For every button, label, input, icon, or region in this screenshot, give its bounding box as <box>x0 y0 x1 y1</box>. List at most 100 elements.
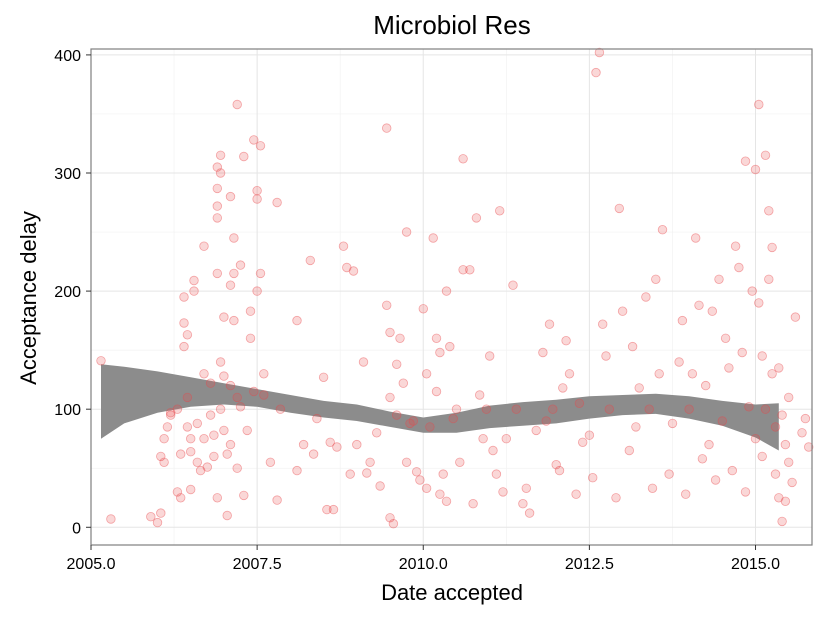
data-point <box>531 425 541 436</box>
data-point <box>677 315 688 326</box>
data-point <box>734 262 744 273</box>
data-point <box>790 312 801 322</box>
data-point <box>185 484 196 495</box>
data-point <box>305 255 316 266</box>
y-axis-title: Acceptance delay <box>16 211 41 385</box>
data-point <box>405 418 415 429</box>
data-point <box>219 425 229 436</box>
data-point <box>212 201 223 211</box>
data-point <box>770 469 781 479</box>
data-point <box>199 369 209 379</box>
data-point <box>740 156 751 166</box>
data-point <box>767 369 777 379</box>
data-point <box>498 487 508 497</box>
data-point <box>428 233 438 243</box>
data-point <box>222 510 232 521</box>
data-point <box>777 410 787 420</box>
data-point <box>418 304 429 314</box>
data-point <box>308 449 319 459</box>
data-point <box>199 241 209 251</box>
data-point <box>175 493 186 503</box>
data-point <box>684 404 694 414</box>
data-point <box>588 473 598 483</box>
data-point <box>229 268 239 279</box>
data-point <box>242 425 252 436</box>
data-point <box>345 469 355 479</box>
data-point <box>165 410 176 420</box>
data-point <box>774 363 784 373</box>
chart-title: Microbiol Res <box>373 10 531 40</box>
data-point <box>518 499 528 509</box>
data-point <box>192 457 203 468</box>
data-point <box>475 390 485 400</box>
data-point <box>195 465 206 476</box>
data-point <box>511 404 522 414</box>
data-point <box>225 439 236 450</box>
data-point <box>804 442 814 452</box>
data-point <box>571 489 581 499</box>
data-point <box>225 280 236 290</box>
data-point <box>179 318 189 328</box>
data-point <box>338 241 349 251</box>
data-point <box>189 275 199 286</box>
data-point <box>687 369 698 379</box>
data-point <box>760 150 771 161</box>
data-point <box>382 123 392 133</box>
data-point <box>634 383 644 393</box>
data-point <box>707 306 718 316</box>
data-point <box>159 434 169 444</box>
plot-panel-border <box>90 48 813 546</box>
data-point <box>365 457 375 468</box>
data-point <box>212 268 223 279</box>
data-point <box>624 445 635 456</box>
data-point <box>421 369 432 379</box>
data-point <box>631 422 641 432</box>
data-point <box>252 194 262 204</box>
data-point <box>647 483 658 494</box>
data-point <box>710 475 721 485</box>
data-point <box>750 164 761 175</box>
smooth-band <box>101 364 779 451</box>
data-point <box>780 439 791 450</box>
data-point <box>787 477 797 488</box>
data-point <box>239 490 249 501</box>
data-point <box>245 306 256 316</box>
data-point <box>179 341 189 352</box>
data-point <box>215 404 226 414</box>
data-point <box>564 369 575 379</box>
data-point <box>681 489 691 499</box>
data-point <box>724 363 734 373</box>
data-point <box>222 449 232 459</box>
data-point <box>202 462 213 472</box>
data-point <box>185 434 196 444</box>
data-point <box>754 99 764 110</box>
data-point <box>219 371 229 381</box>
data-point <box>275 404 286 414</box>
data-point <box>561 336 571 346</box>
data-point <box>767 242 777 253</box>
data-point <box>438 469 448 479</box>
data-point <box>435 489 445 499</box>
data-point <box>172 404 183 414</box>
data-point <box>757 451 767 462</box>
data-point <box>601 351 611 361</box>
data-point <box>554 465 565 476</box>
data-point <box>189 286 199 296</box>
data-point <box>435 347 445 358</box>
data-point <box>292 315 302 326</box>
data-point <box>272 495 282 505</box>
x-tick-label: 2012.5 <box>565 556 614 573</box>
data-point <box>604 404 615 414</box>
x-tick-label: 2005.0 <box>67 556 116 573</box>
data-point <box>770 422 781 432</box>
data-point <box>322 504 332 515</box>
data-point <box>239 151 249 162</box>
data-point <box>495 206 505 216</box>
data-point <box>614 203 625 214</box>
data-point <box>598 319 608 329</box>
data-point <box>219 312 229 322</box>
data-point <box>162 422 173 432</box>
data-point <box>468 499 478 509</box>
data-point <box>548 404 558 414</box>
data-point <box>259 390 269 400</box>
